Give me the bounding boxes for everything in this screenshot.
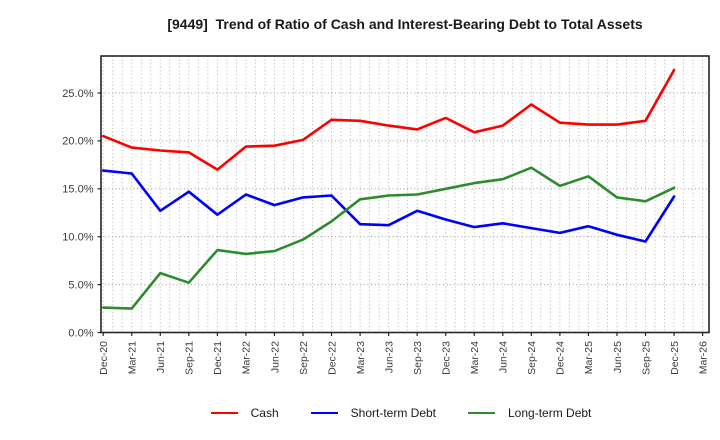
legend-label-cash: Cash: [250, 406, 279, 420]
legend-swatch-long-term-debt: [468, 412, 495, 414]
x-tick-label: Dec-24: [555, 341, 567, 375]
x-tick-label: Jun-25: [612, 341, 624, 373]
legend-label-long-term-debt: Long-term Debt: [508, 406, 592, 420]
x-tick-label: Mar-21: [127, 341, 139, 374]
x-tick-label: Dec-21: [212, 341, 224, 375]
x-tick-label: Jun-23: [383, 341, 395, 373]
cash-line: [101, 68, 676, 171]
long-term-debt-line: [101, 166, 676, 310]
x-tick-label: Mar-24: [469, 341, 481, 374]
y-tick-label: 0.0%: [68, 327, 93, 339]
x-tick-label: Dec-23: [441, 341, 453, 375]
x-tick-label: Sep-24: [526, 341, 538, 375]
x-tick-label: Sep-25: [640, 341, 652, 375]
y-tick-label: 25.0%: [62, 88, 93, 100]
x-tick-label: Dec-25: [669, 341, 681, 375]
legend-item-cash: Cash: [210, 406, 279, 420]
chart-legend: Cash Short-term Debt Long-term Debt: [0, 406, 720, 420]
y-tick-label: 10.0%: [62, 232, 93, 244]
x-tick-label: Mar-22: [241, 341, 253, 374]
x-tick-label: Dec-20: [98, 341, 110, 375]
y-tick-label: 5.0%: [68, 279, 93, 291]
x-tick-label: Mar-26: [697, 341, 709, 374]
plot-border: [100, 55, 710, 334]
x-tick-label: Dec-22: [326, 341, 338, 375]
legend-swatch-short-term-debt: [310, 412, 338, 414]
y-tick-label: 20.0%: [62, 136, 93, 148]
x-tick-label: Mar-23: [355, 341, 367, 374]
legend-item-short-term-debt: Short-term Debt: [310, 406, 436, 420]
x-tick-label: Sep-23: [412, 341, 424, 375]
short-term-debt-line: [101, 169, 676, 243]
x-tick-label: Jun-24: [498, 341, 510, 373]
legend-swatch-cash: [210, 412, 238, 414]
x-tick-label: Jun-21: [155, 341, 167, 373]
x-tick-label: Sep-21: [184, 341, 196, 375]
legend-label-short-term-debt: Short-term Debt: [350, 406, 436, 420]
y-tick-label: 15.0%: [62, 184, 93, 196]
chart-title: [9449] Trend of Ratio of Cash and Intere…: [167, 16, 643, 32]
x-tick-label: Sep-22: [298, 341, 310, 375]
x-tick-label: Mar-25: [583, 341, 595, 374]
x-tick-label: Jun-22: [269, 341, 281, 373]
legend-item-long-term-debt: Long-term Debt: [468, 406, 591, 420]
